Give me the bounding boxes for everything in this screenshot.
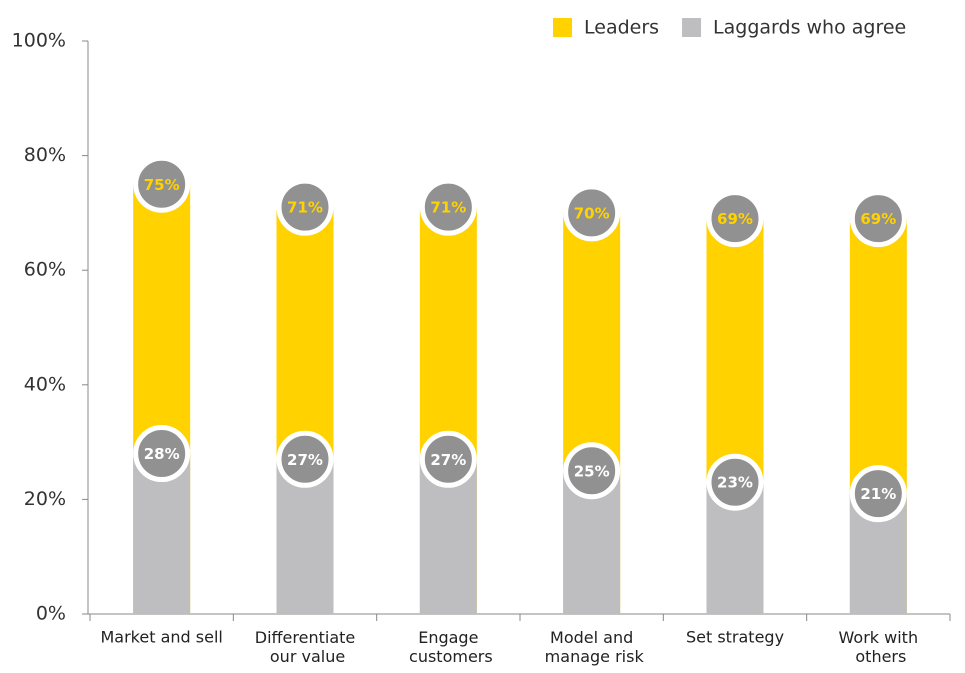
value-badge	[563, 442, 621, 500]
x-tick-label-line: Work with	[839, 628, 919, 647]
value-badge	[563, 184, 621, 242]
y-tick-label: 60%	[24, 259, 66, 281]
value-badge	[133, 425, 191, 483]
data-label: 25%	[574, 462, 610, 480]
value-badge	[706, 453, 764, 511]
value-badge	[849, 465, 907, 523]
data-label: 69%	[717, 210, 753, 228]
value-badge	[276, 430, 334, 488]
x-tick-label-line: our value	[265, 647, 345, 666]
value-badge	[276, 178, 334, 236]
data-label: 23%	[717, 474, 753, 492]
data-label: 70%	[574, 204, 610, 222]
legend-label: Leaders	[584, 17, 659, 39]
data-label: 27%	[287, 451, 323, 469]
x-tick-label: Market and sell	[100, 628, 222, 647]
y-tick-label: 0%	[36, 603, 66, 625]
x-tick-label: Engage customers	[404, 628, 493, 666]
x-tick-label-line: Differentiate	[255, 628, 355, 647]
y-tick-label: 40%	[24, 373, 66, 395]
x-tick-label: Work with others	[839, 628, 919, 666]
data-label: 21%	[860, 485, 896, 503]
value-badge	[419, 178, 477, 236]
y-tick-label: 100%	[12, 30, 66, 52]
x-tick-label-line: Engage	[418, 628, 478, 647]
x-tick-label-line: others	[850, 647, 906, 666]
data-label: 71%	[430, 199, 466, 217]
data-label: 71%	[287, 199, 323, 217]
x-tick-label-line: manage risk	[540, 647, 645, 666]
x-tick-label: Model and manage risk	[540, 628, 645, 666]
data-label: 27%	[430, 451, 466, 469]
x-tick-label-line: Model and	[550, 628, 633, 647]
data-label: 28%	[144, 445, 180, 463]
x-tick-label: Set strategy	[686, 628, 784, 647]
legend-swatch	[682, 18, 702, 37]
legend-swatch	[553, 18, 572, 37]
y-tick-label: 20%	[24, 488, 66, 510]
value-badge	[133, 155, 191, 213]
y-tick-label: 80%	[24, 144, 66, 166]
value-badge	[849, 190, 907, 248]
x-tick-label: Differentiate our value	[255, 628, 355, 666]
value-badge	[706, 190, 764, 248]
data-label: 69%	[860, 210, 896, 228]
legend-label: Laggards who agree	[713, 17, 906, 39]
data-label: 75%	[144, 176, 180, 194]
x-tick-label-line: customers	[404, 647, 493, 666]
value-badge	[419, 430, 477, 488]
